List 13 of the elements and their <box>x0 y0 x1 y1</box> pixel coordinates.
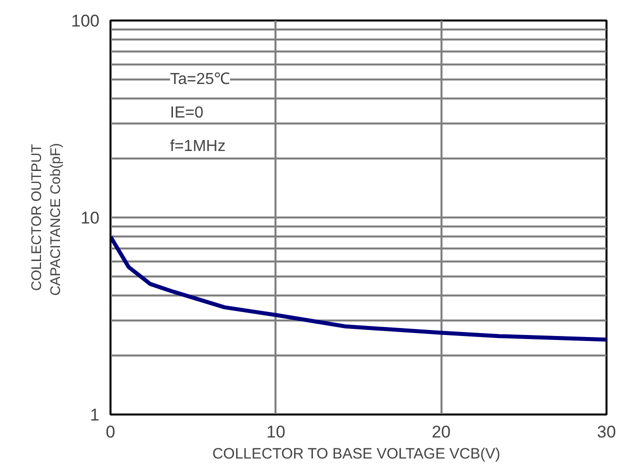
annotation: Ta=25℃ <box>170 71 230 88</box>
y-tick-label: 100 <box>71 12 100 30</box>
x-tick-label: 10 <box>266 422 286 442</box>
x-tick-label: 20 <box>432 422 451 442</box>
x-tick-label: 30 <box>597 422 616 442</box>
y-tick-label: 10 <box>80 208 100 228</box>
annotation: IE=0 <box>170 104 204 122</box>
y-axis-title: COLLECTOR OUTPUT CAPACITANCE Cob(pF) <box>28 143 64 296</box>
x-axis-title: COLLECTOR TO BASE VOLTAGE VCB(V) <box>212 446 500 462</box>
annotation: f=1MHz <box>170 138 226 156</box>
x-tick-label: 0 <box>106 422 116 442</box>
y-tick-label: 1 <box>90 406 100 424</box>
line-series <box>110 234 606 342</box>
